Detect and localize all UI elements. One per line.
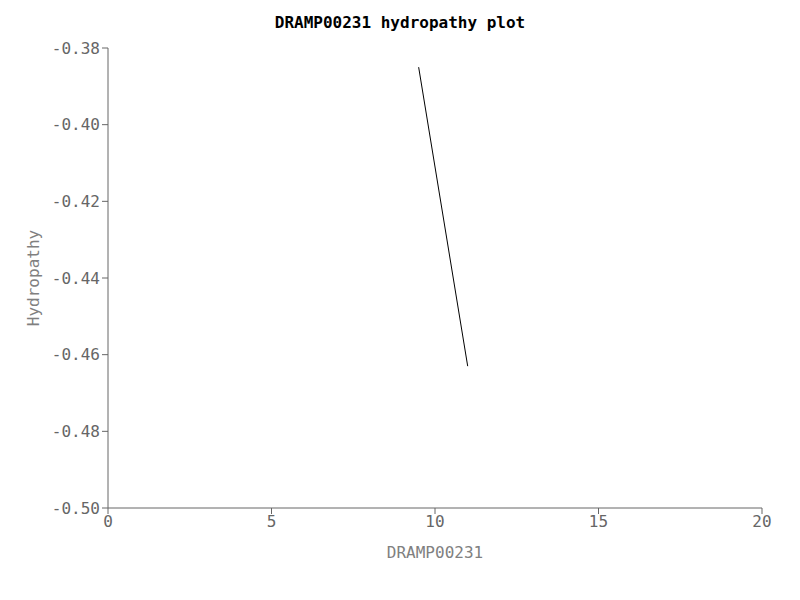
svg-text:20: 20 <box>752 512 771 531</box>
svg-text:-0.38: -0.38 <box>52 39 100 58</box>
svg-text:-0.46: -0.46 <box>52 345 100 364</box>
svg-text:-0.50: -0.50 <box>52 499 100 518</box>
svg-text:-0.48: -0.48 <box>52 422 100 441</box>
svg-text:0: 0 <box>103 512 113 531</box>
html-text:DRAMP00231 hydropathy plot: DRAMP00231 hydropathy plot <box>274 13 526 32</box>
svg-text:Hydropathy: Hydropathy <box>24 229 43 326</box>
svg-text:15: 15 <box>589 512 608 531</box>
svg-text:DRAMP00231: DRAMP00231 <box>387 543 483 562</box>
svg-text:5: 5 <box>267 512 277 531</box>
svg-text:-0.44: -0.44 <box>52 269 100 288</box>
svg-text:10: 10 <box>425 512 444 531</box>
svg-text:-0.42: -0.42 <box>52 192 100 211</box>
svg-text:-0.40: -0.40 <box>52 115 100 134</box>
